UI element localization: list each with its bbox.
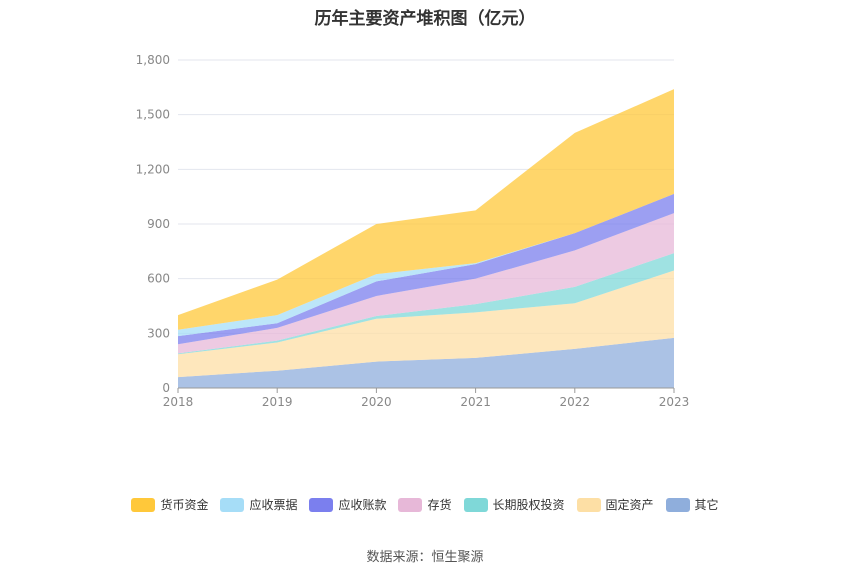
- area-series-group: [178, 89, 674, 388]
- y-tick-label: 1,800: [136, 53, 170, 67]
- area-series-存货: [178, 213, 674, 354]
- legend-label: 存货: [427, 498, 452, 512]
- y-tick-label: 1,200: [136, 162, 170, 176]
- legend-item-其它[interactable]: 其它: [665, 496, 719, 513]
- x-tick-label: 2021: [460, 395, 491, 409]
- legend-swatch: [131, 497, 156, 512]
- legend-label: 应收账款: [338, 498, 387, 512]
- x-tick-label: 2023: [659, 395, 690, 409]
- legend-item-货币资金[interactable]: 货币资金: [131, 496, 208, 513]
- x-tick-label: 2018: [163, 395, 194, 409]
- legend-swatch: [398, 497, 423, 512]
- legend-item-应收票据[interactable]: 应收票据: [220, 496, 297, 513]
- y-tick-label: 900: [147, 217, 170, 231]
- legend-swatch: [309, 497, 334, 512]
- y-tick-label: 300: [147, 326, 170, 340]
- y-tick-label: 600: [147, 272, 170, 286]
- legend-swatch: [576, 497, 601, 512]
- legend-label: 其它: [694, 498, 719, 512]
- axes: 0 300 600 900 1,200 1,500 1,800 2018 2019 2020 202…: [136, 53, 690, 409]
- legend-label: 长期股权投资: [492, 498, 565, 512]
- legend-swatch: [463, 497, 488, 512]
- source-note: 数据来源：恒生聚源: [366, 550, 484, 565]
- legend: 货币资金 应收票据 应收账款 存货 长期股权投资 固定资产 其它: [0, 496, 850, 513]
- legend-swatch: [665, 497, 690, 512]
- area-series-货币资金: [178, 89, 674, 330]
- y-tick-label: 0: [162, 381, 170, 395]
- legend-label: 货币资金: [160, 498, 209, 512]
- legend-label: 应收票据: [249, 498, 298, 512]
- legend-label: 固定资产: [605, 498, 654, 512]
- legend-item-存货[interactable]: 存货: [398, 496, 452, 513]
- area-series-其它: [178, 337, 674, 388]
- legend-swatch: [220, 497, 245, 512]
- legend-item-固定资产[interactable]: 固定资产: [576, 496, 654, 513]
- y-tick-label: 1,500: [136, 108, 170, 122]
- chart-title: 历年主要资产堆积图（亿元）: [314, 9, 536, 29]
- legend-item-长期股权投资[interactable]: 长期股权投资: [463, 496, 565, 513]
- x-tick-label: 2019: [262, 395, 293, 409]
- x-tick-label: 2020: [361, 395, 392, 409]
- x-tick-label: 2022: [560, 395, 591, 409]
- legend-item-应收账款[interactable]: 应收账款: [309, 496, 386, 513]
- area-series-固定资产: [178, 270, 674, 378]
